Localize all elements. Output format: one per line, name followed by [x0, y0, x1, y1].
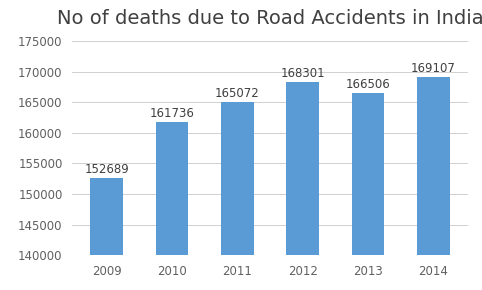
Text: 166506: 166506: [346, 78, 390, 91]
Text: 169107: 169107: [411, 62, 455, 75]
Bar: [286, 82, 319, 290]
Text: 168301: 168301: [280, 67, 325, 80]
Bar: [156, 122, 188, 290]
Text: 161736: 161736: [149, 107, 194, 120]
Bar: [221, 102, 254, 290]
Bar: [351, 93, 384, 290]
Text: 152689: 152689: [84, 163, 129, 176]
Bar: [90, 177, 123, 290]
Bar: [417, 77, 450, 290]
Title: No of deaths due to Road Accidents in India: No of deaths due to Road Accidents in In…: [56, 9, 482, 28]
Text: 165072: 165072: [215, 87, 260, 100]
